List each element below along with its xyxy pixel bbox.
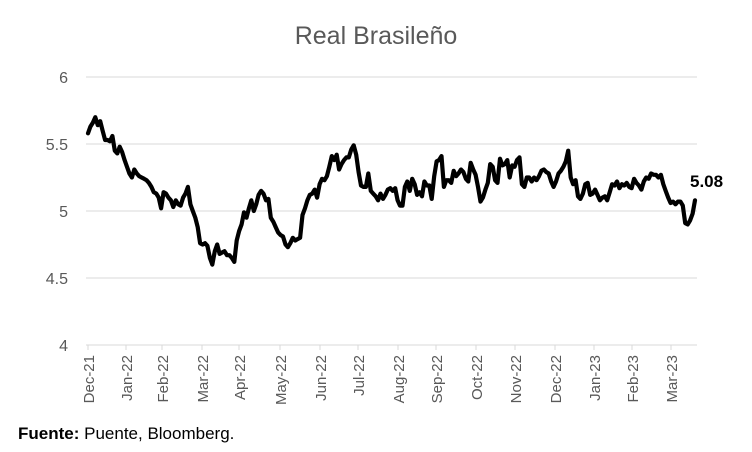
x-tick-label: Nov-22	[508, 355, 525, 403]
x-tick-label: Apr-22	[232, 355, 249, 400]
x-axis-ticks: Dec-21 Jan-22 Feb-22 Mar-22 Apr-22 May-22 Jun-…	[81, 345, 681, 405]
chart: Real Brasileño 4 4.5 5 5.5 6 Dec-21 Jan-22 Feb…	[46, 22, 723, 405]
x-tick-label: Mar-23	[664, 355, 681, 403]
gridlines	[86, 76, 697, 279]
source-note: Fuente: Puente, Bloomberg.	[18, 424, 234, 444]
y-tick-label: 4	[59, 338, 68, 355]
x-tick-label: Feb-22	[155, 355, 172, 403]
chart-title: Real Brasileño	[295, 22, 458, 50]
y-tick-label: 6	[59, 70, 68, 87]
x-tick-label: Oct-22	[469, 355, 486, 400]
x-tick-label: Jan-23	[587, 355, 604, 401]
series-line	[85, 115, 698, 267]
end-value-label: 5.08	[690, 172, 723, 191]
y-tick-label: 5	[59, 204, 68, 221]
x-tick-label: Aug-22	[391, 355, 408, 403]
x-tick-label: Jun-22	[313, 355, 330, 401]
x-tick-label: Jan-22	[119, 355, 136, 401]
x-tick-label: Jul-22	[351, 355, 368, 396]
y-tick-label: 4.5	[46, 271, 68, 288]
x-tick-label: Dec-21	[81, 355, 98, 403]
x-tick-label: Mar-22	[195, 355, 212, 403]
x-tick-label: Dec-22	[548, 355, 565, 403]
x-tick-label: Sep-22	[429, 355, 446, 403]
source-text: Puente, Bloomberg.	[79, 424, 235, 443]
x-tick-label: Feb-23	[625, 355, 642, 403]
x-tick-label: May-22	[273, 355, 290, 405]
source-label: Fuente:	[18, 424, 80, 443]
y-tick-label: 5.5	[46, 137, 68, 154]
y-axis-ticks: 4 4.5 5 5.5 6	[46, 70, 68, 355]
